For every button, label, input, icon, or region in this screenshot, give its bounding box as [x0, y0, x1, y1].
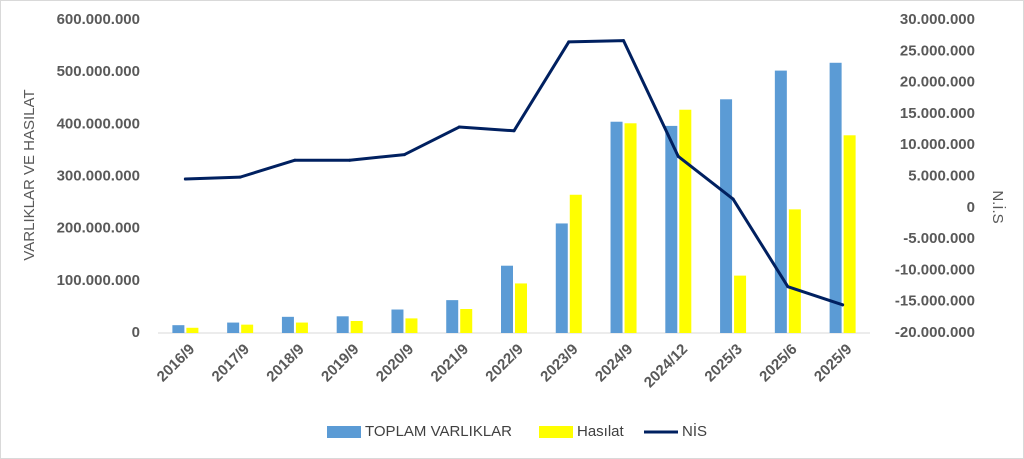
total-assets-bar — [227, 322, 240, 333]
x-tick-label: 2019/9 — [318, 341, 362, 385]
x-tick-label: 2018/9 — [263, 341, 307, 385]
revenue-bar — [350, 321, 363, 333]
revenue-bar — [241, 324, 254, 333]
x-tick-label: 2020/9 — [373, 341, 417, 385]
nis-point — [731, 197, 735, 201]
x-tick-label: 2021/9 — [428, 341, 472, 385]
y-tick-label: 300.000.000 — [57, 167, 140, 184]
revenue-bar — [569, 194, 582, 333]
nis-point — [183, 177, 187, 181]
revenue-bar — [788, 209, 801, 333]
x-tick-label: 2025/3 — [701, 341, 745, 385]
y2-tick-label: 5.000.000 — [908, 167, 975, 184]
nis-point — [622, 39, 626, 43]
nis-point — [293, 158, 297, 162]
total-assets-bar — [172, 325, 185, 333]
total-assets-bar — [829, 62, 842, 333]
total-assets-bar — [446, 300, 459, 333]
revenue-bar — [679, 109, 692, 333]
total-assets-bar — [720, 99, 733, 333]
total-assets-bar — [281, 316, 294, 333]
total-assets-bar — [555, 223, 568, 333]
y2-tick-label: -20.000.000 — [895, 324, 975, 341]
y2-tick-label: -5.000.000 — [903, 230, 975, 247]
right-axis-ticks: -20.000.000 -15.000.000 -10.000.000 -5.000.… — [895, 11, 975, 341]
revenue-bar — [295, 322, 308, 333]
y2-tick-label: -15.000.000 — [895, 293, 975, 310]
line-series-group — [183, 39, 845, 307]
y2-tick-label: 15.000.000 — [900, 105, 975, 122]
nis-point — [457, 125, 461, 129]
y2-tick-label: 20.000.000 — [900, 74, 975, 91]
y-tick-label: 600.000.000 — [57, 11, 140, 28]
x-tick-label: 2024/9 — [592, 341, 636, 385]
total-assets-bar — [774, 70, 787, 333]
bars-group — [172, 62, 856, 333]
revenue-bar — [186, 327, 199, 333]
left-axis-ticks: 0 100.000.000 200.000.000 300.000.000 400.00… — [57, 11, 140, 341]
revenue-bar — [460, 309, 473, 333]
revenue-bar — [734, 275, 747, 333]
y-tick-label: 200.000.000 — [57, 220, 140, 237]
legend-label: Hasılat — [577, 423, 625, 440]
legend-swatch-total-assets — [327, 426, 361, 438]
y-tick-label: 400.000.000 — [57, 115, 140, 132]
x-tick-label: 2022/9 — [482, 341, 526, 385]
revenue-bar — [624, 123, 637, 333]
x-tick-label: 2025/9 — [811, 341, 855, 385]
x-tick-label: 2025/6 — [756, 341, 800, 385]
y2-tick-label: -10.000.000 — [895, 261, 975, 278]
y2-tick-label: 0 — [967, 199, 975, 216]
nis-point — [676, 154, 680, 158]
nis-point — [348, 158, 352, 162]
revenue-bar — [843, 135, 856, 333]
y-axis-title: VARLIKLAR VE HASILAT — [21, 89, 38, 260]
y-tick-label: 500.000.000 — [57, 63, 140, 80]
y-tick-label: 100.000.000 — [57, 272, 140, 289]
revenue-bar — [405, 318, 418, 333]
total-assets-bar — [336, 316, 349, 333]
nis-point — [402, 153, 406, 157]
legend-swatch-revenue — [539, 426, 573, 438]
y-tick-label: 0 — [132, 324, 140, 341]
legend-label: TOPLAM VARLIKLAR — [365, 423, 512, 440]
nis-point — [512, 129, 516, 133]
x-tick-label: 2023/9 — [537, 341, 581, 385]
x-axis-ticks: 2016/9 2017/9 2018/9 2019/9 2020/9 2021/9 2022… — [154, 341, 856, 391]
revenue-bar — [515, 283, 527, 333]
total-assets-bar — [501, 265, 513, 333]
nis-point — [786, 285, 790, 289]
legend: TOPLAM VARLIKLAR Hasılat NİS — [327, 422, 707, 440]
y2-tick-label: 25.000.000 — [900, 42, 975, 59]
y2-axis-title: N.İ.S — [989, 190, 1007, 223]
total-assets-bar — [665, 125, 678, 333]
x-tick-label: 2016/9 — [154, 341, 198, 385]
x-tick-label: 2024/12 — [641, 341, 691, 391]
x-tick-label: 2017/9 — [209, 341, 253, 385]
y2-tick-label: 10.000.000 — [900, 136, 975, 153]
y2-tick-label: 30.000.000 — [900, 11, 975, 28]
legend-label: NİS — [682, 422, 707, 440]
total-assets-bar — [391, 309, 404, 333]
total-assets-bar — [610, 121, 623, 333]
nis-point — [567, 40, 571, 44]
nis-line — [183, 39, 845, 307]
nis-point — [841, 303, 845, 307]
nis-point — [238, 175, 242, 179]
